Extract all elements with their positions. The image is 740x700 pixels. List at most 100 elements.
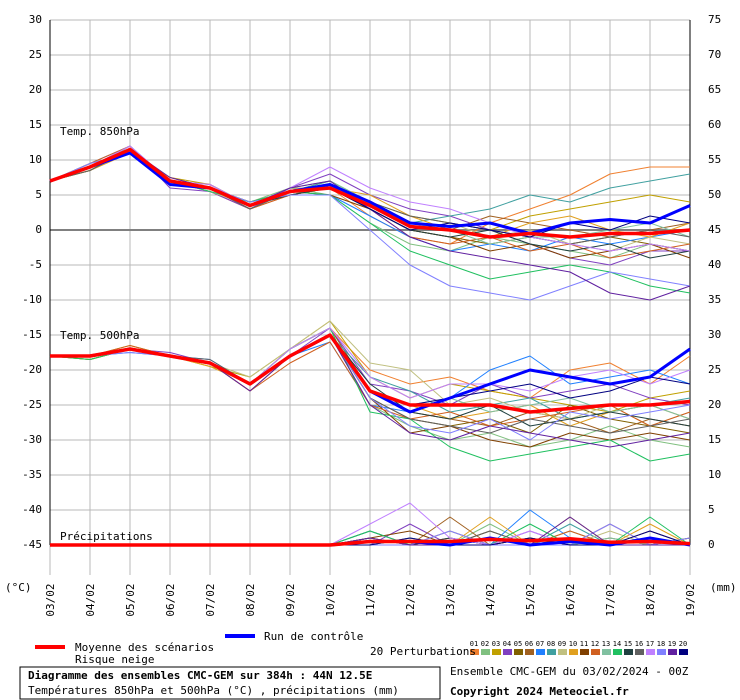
legend-perturbation-label: 02	[481, 640, 489, 648]
legend-perturbation-label: 18	[657, 640, 665, 648]
legend-perturbation-swatch	[558, 649, 567, 655]
y-tick-label: 10	[29, 153, 42, 166]
legend-perturbation-label: 14	[613, 640, 621, 648]
legend-perturbation-swatch	[646, 649, 655, 655]
legend-perturbation-label: 16	[635, 640, 643, 648]
y-tick-label: -15	[22, 328, 42, 341]
legend-perturbation-swatch	[624, 649, 633, 655]
y-tick-label: 15	[29, 118, 42, 131]
legend-perturbation-swatch	[591, 649, 600, 655]
y2-tick-label: 25	[708, 363, 721, 376]
y-tick-label: -30	[22, 433, 42, 446]
legend-snow: Risque neige	[75, 653, 154, 666]
y2-tick-label: 5	[708, 503, 715, 516]
x-tick-label: 14/02	[484, 583, 497, 616]
y2-tick-label: 75	[708, 13, 721, 26]
legend-perturbation-swatch	[580, 649, 589, 655]
legend-perturbation-swatch	[602, 649, 611, 655]
x-tick-label: 08/02	[244, 583, 257, 616]
x-tick-label: 10/02	[324, 583, 337, 616]
legend-perturbation-label: 13	[602, 640, 610, 648]
lines	[49, 145, 691, 547]
legend-perturbation-label: 15	[624, 640, 632, 648]
legend-control: Run de contrôle	[264, 630, 363, 643]
y-tick-label: -10	[22, 293, 42, 306]
x-tick-label: 16/02	[564, 583, 577, 616]
y2-tick-label: 60	[708, 118, 721, 131]
y-tick-label: 20	[29, 83, 42, 96]
info-box	[19, 666, 441, 700]
legend-perturbation-swatch	[481, 649, 490, 655]
y2-tick-label: 30	[708, 328, 721, 341]
labels: 03/02 04/02 05/02 06/02 07/02 08/02 09/02 10/02…	[22, 13, 721, 655]
legend-perturbation-swatch	[679, 649, 688, 655]
x-tick-label: 17/02	[604, 583, 617, 616]
subtitle: Températures 850hPa et 500hPa (°C) , pré…	[28, 684, 399, 697]
y-tick-label: 5	[35, 188, 42, 201]
x-tick-label: 04/02	[84, 583, 97, 616]
y-tick-label: -45	[22, 538, 42, 551]
y2-tick-label: 0	[708, 538, 715, 551]
y-unit: (°C)	[5, 581, 32, 594]
y-tick-label: 30	[29, 13, 42, 26]
t850-label: Temp. 850hPa	[60, 125, 139, 138]
legend-perturbations: 20 Perturbations	[370, 645, 476, 658]
legend-perturbation-label: 01	[470, 640, 478, 648]
legend-perturbation-label: 11	[580, 640, 588, 648]
legend-perturbation-label: 06	[525, 640, 533, 648]
x-tick-label: 05/02	[124, 583, 137, 616]
legend-perturbation-swatch	[492, 649, 501, 655]
y2-tick-label: 15	[708, 433, 721, 446]
t500-label: Temp. 500hPa	[60, 329, 139, 342]
y2-unit: (mm)	[710, 581, 737, 594]
legend-perturbation-label: 08	[547, 640, 555, 648]
y-tick-label: -40	[22, 503, 42, 516]
x-tick-label: 19/02	[684, 583, 697, 616]
mean-line	[50, 536, 691, 547]
y-tick-label: 0	[35, 223, 42, 236]
legend-mean: Moyenne des scénarios	[75, 641, 214, 654]
legend-perturbation-swatch	[668, 649, 677, 655]
legend-perturbation-label: 20	[679, 640, 687, 648]
y2-tick-label: 50	[708, 188, 721, 201]
y-tick-label: -20	[22, 363, 42, 376]
x-tick-label: 12/02	[404, 583, 417, 616]
y2-tick-label: 10	[708, 468, 721, 481]
mean-line	[49, 147, 691, 239]
legend-perturbation-label: 12	[591, 640, 599, 648]
y2-tick-label: 35	[708, 293, 721, 306]
y-tick-label: -5	[29, 258, 42, 271]
mean-line	[50, 333, 691, 414]
legend-perturbation-label: 04	[503, 640, 511, 648]
y-tick-label: -25	[22, 398, 42, 411]
legend-perturbation-swatch	[569, 649, 578, 655]
y2-tick-label: 40	[708, 258, 721, 271]
x-tick-label: 11/02	[364, 583, 377, 616]
legend-perturbation-label: 17	[646, 640, 654, 648]
y2-tick-label: 65	[708, 83, 721, 96]
legend-perturbation-label: 19	[668, 640, 676, 648]
legend-perturbation-swatch	[547, 649, 556, 655]
legend-perturbation-swatch	[470, 649, 479, 655]
legend-perturbation-swatch	[525, 649, 534, 655]
legend-perturbation-label: 05	[514, 640, 522, 648]
copyright: Copyright 2024 Meteociel.fr	[450, 685, 629, 698]
y-tick-label: -35	[22, 468, 42, 481]
legend-perturbation-swatch	[635, 649, 644, 655]
x-tick-label: 13/02	[444, 583, 457, 616]
precip-label: Précipitations	[60, 530, 153, 543]
x-tick-label: 06/02	[164, 583, 177, 616]
legend-perturbation-swatch	[613, 649, 622, 655]
legend-perturbation-swatch	[657, 649, 666, 655]
legend-perturbation-swatch	[503, 649, 512, 655]
x-tick-label: 09/02	[284, 583, 297, 616]
legend-perturbation-label: 07	[536, 640, 544, 648]
y2-tick-label: 45	[708, 223, 721, 236]
legend-perturbation-label: 09	[558, 640, 566, 648]
y-tick-label: 25	[29, 48, 42, 61]
x-tick-label: 18/02	[644, 583, 657, 616]
y2-tick-label: 55	[708, 153, 721, 166]
run-info: Ensemble CMC-GEM du 03/02/2024 - 00Z	[450, 665, 689, 678]
legend-perturbation-label: 03	[492, 640, 500, 648]
